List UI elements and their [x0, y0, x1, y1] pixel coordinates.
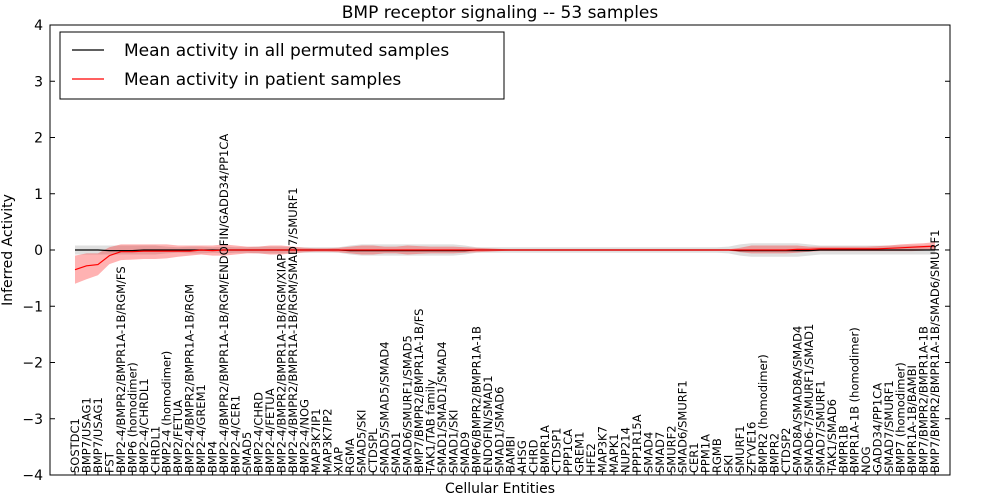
x-tick-label: SMAD6/SMURF1: [676, 380, 690, 473]
series-line-1: [74, 245, 936, 271]
x-tick-label: BMPR2 (homodimer): [756, 354, 770, 473]
x-tick-label: BMP6/BMPR2/BMPR1A-1B: [469, 326, 483, 473]
series-band-1: [75, 242, 935, 284]
x-tick-label: BMP2-4/CHRDL1: [137, 378, 151, 473]
x-tick-label: BMP7/BMPR2/BMPR1A-1B: [917, 326, 931, 473]
x-tick-label: FST: [102, 451, 116, 473]
x-tick-label: ZFYVE16: [745, 422, 759, 473]
x-tick-label: BAMBI: [504, 436, 518, 473]
x-tick-label: SKI: [722, 455, 736, 473]
x-tick-label: CHRD: [527, 439, 541, 473]
x-tick-label: BMP2-4/BMPR2/BMPR1A-1B/RGM/XIAP: [274, 254, 288, 473]
x-axis: SOSTDC1BMP7/USAG1BMP7/USAG1FSTBMP2-4/BMP…: [68, 134, 942, 475]
x-tick-label: BMPR1B: [836, 425, 850, 473]
x-tick-label: SMAD6-7/SMURF1/SMAD1: [802, 324, 816, 473]
x-tick-label: SMURF2: [664, 425, 678, 473]
y-tick-label: −1: [22, 299, 43, 315]
x-tick-label: MAP3K7IP1: [309, 408, 323, 473]
legend-label-permuted: Mean activity in all permuted samples: [124, 41, 449, 61]
legend-box: [59, 31, 505, 100]
x-tick-label: CTDSP1: [550, 428, 564, 473]
x-tick-label: RGMA: [343, 438, 357, 473]
y-tick-label: 0: [34, 243, 43, 259]
x-tick-label: AHSG: [515, 440, 529, 473]
x-tick-label: BMP2-4/FETUA: [263, 388, 277, 473]
x-tick-label: BMP4: [206, 441, 220, 473]
x-tick-label: SMAD5: [240, 432, 254, 473]
x-tick-label: PPP1CA: [561, 429, 575, 473]
x-tick-label: BMP2-4/GREM1: [194, 384, 208, 473]
y-axis-label: Inferred Activity: [0, 194, 16, 306]
x-tick-label: BMP7/BMPR2/BMPR1A-1B/FS: [412, 309, 426, 473]
x-tick-label: BMPR1A: [538, 425, 552, 473]
x-tick-label: TAK1/SMAD6: [825, 399, 839, 474]
x-tick-label: BMP2-4/BMPR2/BMPR1A-1B/RGM: [183, 284, 197, 473]
x-tick-label: BMP2-4 (homodimer): [160, 351, 174, 473]
y-tick-label: 2: [34, 131, 43, 147]
legend-label-patient: Mean activity in patient samples: [124, 70, 401, 90]
lines-layer: [74, 245, 936, 271]
y-axis: −4 −3 −2 −1 0 1 2 3 4: [22, 18, 950, 484]
x-tick-label: BMP2-4/CER1: [229, 395, 243, 473]
x-tick-label: BMP7 (homodimer): [894, 362, 908, 473]
x-tick-label: BMP2-4/BMPR2/BMPR1A-1B/RGM/FS: [114, 266, 128, 473]
x-tick-label: BMPR2: [768, 433, 782, 473]
x-tick-label: MAP3K7IP2: [320, 408, 334, 473]
y-tick-label: −4: [22, 468, 43, 484]
x-tick-label: SMAD4: [641, 432, 655, 473]
x-tick-label: BMP2-4/BMPR2/BMPR1A-1B/RGM/SMAD7/SMURF1: [286, 187, 300, 473]
x-tick-label: SMAD5/SMAD5/SMAD4: [378, 341, 392, 473]
x-tick-label: PPM1A: [699, 434, 713, 473]
x-tick-label: BMPR1A-1B (homodimer): [848, 327, 862, 473]
x-tick-label: BMP7/USAG1: [80, 397, 94, 473]
x-tick-label: SMAD6/SMURF1/SMAD5: [401, 335, 415, 473]
x-tick-label: SMAD1/SMAD6: [492, 387, 506, 473]
y-tick-label: 1: [34, 187, 43, 203]
x-tick-label: GADD34/PP1CA: [871, 383, 885, 473]
x-tick-label: CHRDL1: [148, 426, 162, 473]
x-tick-label: SMURF1: [733, 425, 747, 473]
x-tick-label: MAP3K7: [596, 426, 610, 473]
chart-title: BMP receptor signaling -- 53 samples: [342, 3, 659, 23]
y-tick-label: −3: [22, 412, 43, 428]
x-tick-label: SMAD1/SKI: [446, 410, 460, 473]
x-tick-label: ENDOFIN/SMAD1: [481, 375, 495, 473]
x-tick-label: SMAD7: [653, 432, 667, 473]
x-tick-label: RGMB: [710, 438, 724, 473]
x-tick-label: TAK1/TAB family: [424, 379, 438, 474]
x-tick-label: BMP2-4/NOG: [297, 399, 311, 473]
x-tick-label: SMAD5/SKI: [355, 410, 369, 473]
x-tick-label: SMAD7/SMURF1: [813, 380, 827, 473]
x-tick-label: BMP6 (homodimer): [125, 362, 139, 473]
x-tick-label: MAPK1: [607, 433, 621, 473]
x-axis-label: Cellular Entities: [445, 481, 555, 497]
x-tick-label: SOSTDC1: [68, 418, 82, 473]
x-tick-label: CTDSPL: [366, 428, 380, 473]
y-tick-label: −2: [22, 356, 43, 372]
x-tick-label: BMP2/FETUA: [171, 400, 185, 473]
x-tick-label: HFE2: [584, 443, 598, 473]
x-tick-label: BMP2-4/CHRD: [252, 392, 266, 473]
x-tick-label: SMAD1/SMAD1/SMAD4: [435, 341, 449, 473]
x-tick-label: BMP7/BMPR2/BMPR1A-1B/SMAD6/SMURF1: [928, 230, 942, 473]
x-tick-label: PPP1R15A: [630, 414, 644, 473]
legend: Mean activity in all permuted samples Me…: [59, 31, 505, 100]
x-tick-label: BMP7/USAG1: [91, 397, 105, 473]
x-tick-label: BMPR1A-1B/BAMBI: [905, 365, 919, 473]
x-tick-label: CER1: [687, 442, 701, 473]
x-tick-label: GREM1: [573, 432, 587, 473]
y-tick-label: 3: [34, 74, 43, 90]
y-tick-label: 4: [34, 18, 43, 34]
x-tick-label: XIAP: [332, 447, 346, 473]
x-tick-label: BMP2-4/BMPR2/BMPR1A-1B/RGM/ENDOFIN/GADD3…: [217, 134, 231, 473]
x-tick-label: NOG: [859, 446, 873, 473]
x-tick-label: CTDSP2: [779, 428, 793, 473]
x-tick-label: SMAD7/SMURF1: [882, 380, 896, 473]
x-tick-label: SMAD1: [389, 432, 403, 473]
x-tick-label: SMAD9: [458, 432, 472, 473]
x-tick-label: SMAD8A/SMAD8A/SMAD4: [790, 326, 804, 473]
x-tick-label: NUP214: [618, 427, 632, 473]
